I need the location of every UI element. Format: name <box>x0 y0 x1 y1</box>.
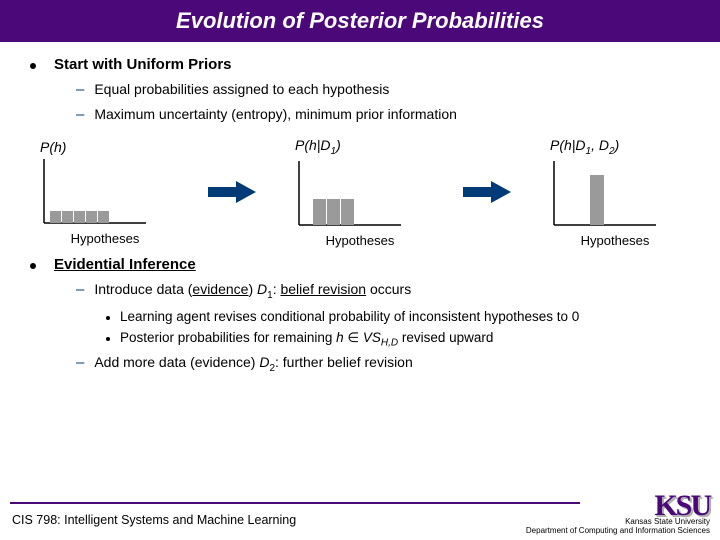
dash-icon: – <box>76 106 84 123</box>
chart3-caption: Hypotheses <box>550 233 680 248</box>
s22a: Add more data (evidence) <box>94 354 259 370</box>
mid3: (h|D <box>559 137 585 153</box>
chart1-caption: Hypotheses <box>40 231 170 246</box>
arrow-1-icon <box>206 177 260 207</box>
sub-bullet-2-2: – Add more data (evidence) D2: further b… <box>76 354 690 374</box>
dash-icon: – <box>76 354 84 371</box>
title-bar: Evolution of Posterior Probabilities <box>0 0 720 42</box>
t1c: ) <box>248 281 257 297</box>
hd1: (h|D1) <box>304 137 340 153</box>
ss2b: h <box>336 330 344 345</box>
mini-dot-icon <box>106 316 110 320</box>
bullet-dot-icon <box>30 63 36 69</box>
chart1-svg <box>40 157 150 227</box>
bullet-2: Evidential Inference <box>30 256 690 273</box>
mini-dot-icon <box>106 337 110 341</box>
slide-title: Evolution of Posterior Probabilities <box>176 8 544 34</box>
uni-line2: Department of Computing and Information … <box>526 527 710 536</box>
arrow-2-icon <box>461 177 515 207</box>
dash-icon: – <box>76 81 84 98</box>
ss1-text: Learning agent revises conditional proba… <box>120 309 579 324</box>
ss2f: revised upward <box>398 330 493 345</box>
s22b: D <box>259 354 269 370</box>
sub22: Add more data (evidence) D2: further bel… <box>94 354 412 374</box>
course-code: CIS 798: Intelligent Systems and Machine… <box>12 513 296 527</box>
end3: ) <box>615 137 620 153</box>
charts-row: P(h) Hypotheses P(h|D1) <box>40 137 680 248</box>
end2: ) <box>336 137 341 153</box>
h-paren: (h) <box>49 139 66 155</box>
ss2a: Posterior probabilities for remaining <box>120 330 336 345</box>
subsub-1: Learning agent revises conditional proba… <box>106 309 690 324</box>
sub-bullet-1-2: – Maximum uncertainty (entropy), minimum… <box>76 106 690 123</box>
t1g: belief revision <box>280 281 366 297</box>
chart3-svg <box>550 159 660 229</box>
section1-heading: Start with Uniform Priors <box>54 56 232 73</box>
slide-content: Start with Uniform Priors – Equal probab… <box>0 42 720 374</box>
ss2c: ∈ <box>344 330 363 345</box>
ss2-text: Posterior probabilities for remaining h … <box>120 330 493 349</box>
chart3-label: P(h|D1, D2) <box>550 137 680 157</box>
chart2-svg <box>295 159 405 229</box>
chart-3: P(h|D1, D2) Hypotheses <box>550 137 680 248</box>
p2: P <box>295 137 304 153</box>
ss2e: H,D <box>381 337 398 348</box>
hd12: (h|D1, D2) <box>559 137 619 153</box>
t1a: Introduce data ( <box>94 281 192 297</box>
comma3: , D <box>591 137 609 153</box>
s22d: : further belief revision <box>275 354 413 370</box>
bullet-dot-icon <box>30 263 36 269</box>
chart1-label: P(h) <box>40 139 170 155</box>
ss2d: VS <box>363 330 381 345</box>
section2-heading: Evidential Inference <box>54 256 196 273</box>
t1h: occurs <box>366 281 411 297</box>
t1b: evidence <box>192 281 248 297</box>
sub2-text: Maximum uncertainty (entropy), minimum p… <box>94 106 457 122</box>
sub1-text: Equal probabilities assigned to each hyp… <box>94 81 389 97</box>
sub-bullet-2-1: – Introduce data (evidence) D1: belief r… <box>76 281 690 301</box>
chart-1: P(h) Hypotheses <box>40 139 170 246</box>
sub-bullet-1-1: – Equal probabilities assigned to each h… <box>76 81 690 98</box>
sub21: Introduce data (evidence) D1: belief rev… <box>94 281 411 301</box>
chart2-caption: Hypotheses <box>295 233 425 248</box>
ksu-logo: KSU <box>526 494 710 518</box>
mid2: (h|D <box>304 137 330 153</box>
bullet-1: Start with Uniform Priors <box>30 56 690 73</box>
p3: P <box>550 137 559 153</box>
p-letter: P <box>40 139 49 155</box>
dash-icon: – <box>76 281 84 298</box>
footer-right: KSU Kansas State University Department o… <box>526 494 710 536</box>
chart-2: P(h|D1) Hypotheses <box>295 137 425 248</box>
subsub-2: Posterior probabilities for remaining h … <box>106 330 690 349</box>
chart2-label: P(h|D1) <box>295 137 425 157</box>
t1d: D <box>257 281 267 297</box>
